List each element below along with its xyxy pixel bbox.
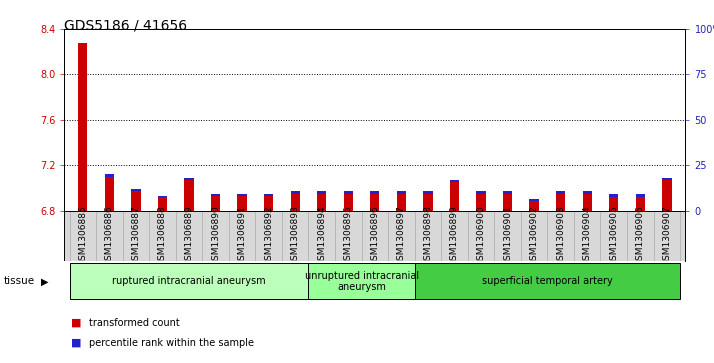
Text: GSM1306904: GSM1306904 <box>583 205 592 266</box>
Bar <box>211 196 220 211</box>
Bar <box>450 180 459 182</box>
Text: GSM1306894: GSM1306894 <box>317 205 326 266</box>
Bar <box>556 193 565 211</box>
Bar <box>317 193 326 211</box>
Text: GSM1306897: GSM1306897 <box>397 205 406 266</box>
Text: tissue: tissue <box>4 276 35 286</box>
Bar <box>530 201 539 211</box>
Bar <box>317 191 326 193</box>
Text: GSM1306903: GSM1306903 <box>556 205 565 266</box>
Text: ruptured intracranial aneurysm: ruptured intracranial aneurysm <box>112 276 266 286</box>
Bar <box>609 197 618 211</box>
Bar <box>397 193 406 211</box>
Text: GSM1306888: GSM1306888 <box>158 205 167 266</box>
Bar <box>583 193 592 211</box>
Bar <box>397 191 406 193</box>
Text: percentile rank within the sample: percentile rank within the sample <box>89 338 254 348</box>
Bar <box>131 191 141 211</box>
Bar <box>211 193 220 196</box>
Text: ▶: ▶ <box>41 276 49 286</box>
Bar <box>79 43 88 211</box>
Bar <box>238 196 247 211</box>
Text: GSM1306899: GSM1306899 <box>450 205 459 266</box>
Text: GSM1306906: GSM1306906 <box>635 205 645 266</box>
Bar <box>423 193 433 211</box>
Text: GSM1306900: GSM1306900 <box>476 205 486 266</box>
Bar <box>158 197 167 211</box>
Bar <box>450 182 459 211</box>
Text: GSM1306893: GSM1306893 <box>291 205 300 266</box>
Text: GSM1306901: GSM1306901 <box>503 205 512 266</box>
Bar <box>662 180 671 211</box>
Bar <box>105 174 114 176</box>
Bar <box>423 191 433 193</box>
Text: GSM1306898: GSM1306898 <box>423 205 433 266</box>
Bar <box>503 191 512 193</box>
Text: GSM1306895: GSM1306895 <box>344 205 353 266</box>
Text: GSM1306892: GSM1306892 <box>264 205 273 266</box>
Text: GSM1306891: GSM1306891 <box>238 205 246 266</box>
Bar <box>556 191 565 193</box>
Bar <box>415 263 680 299</box>
Bar <box>635 193 645 197</box>
Bar <box>583 191 592 193</box>
Text: GSM1306890: GSM1306890 <box>211 205 220 266</box>
Text: ■: ■ <box>71 338 82 348</box>
Bar <box>609 193 618 197</box>
Bar <box>476 193 486 211</box>
Bar <box>264 196 273 211</box>
Bar <box>343 193 353 211</box>
Bar <box>238 193 247 196</box>
Bar <box>343 191 353 193</box>
Bar <box>291 191 300 193</box>
Text: GSM1306905: GSM1306905 <box>609 205 618 266</box>
Bar <box>308 263 415 299</box>
Text: transformed count: transformed count <box>89 318 180 328</box>
Text: GSM1306907: GSM1306907 <box>663 205 671 266</box>
Text: unruptured intracranial
aneurysm: unruptured intracranial aneurysm <box>304 270 418 292</box>
Bar <box>370 193 380 211</box>
Bar <box>370 191 380 193</box>
Bar <box>264 193 273 196</box>
Bar <box>131 189 141 191</box>
Text: GSM1306889: GSM1306889 <box>184 205 193 266</box>
Text: GSM1306896: GSM1306896 <box>371 205 379 266</box>
Bar <box>105 176 114 211</box>
Bar <box>530 199 539 201</box>
Text: ■: ■ <box>71 318 82 328</box>
Text: GSM1306886: GSM1306886 <box>105 205 114 266</box>
Bar <box>158 196 167 197</box>
Bar <box>662 178 671 180</box>
Text: superficial temporal artery: superficial temporal artery <box>482 276 613 286</box>
Bar <box>69 263 308 299</box>
Text: GDS5186 / 41656: GDS5186 / 41656 <box>64 18 187 32</box>
Bar <box>184 180 193 211</box>
Bar <box>184 178 193 180</box>
Text: GSM1306887: GSM1306887 <box>131 205 141 266</box>
Text: GSM1306902: GSM1306902 <box>530 205 538 266</box>
Bar <box>291 193 300 211</box>
Bar <box>476 191 486 193</box>
Bar <box>503 193 512 211</box>
Text: GSM1306885: GSM1306885 <box>79 205 87 266</box>
Bar <box>635 197 645 211</box>
